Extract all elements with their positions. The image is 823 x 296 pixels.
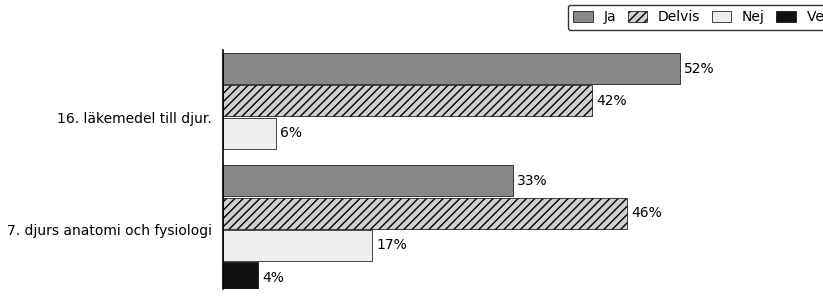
Bar <box>223 230 372 261</box>
Text: 17%: 17% <box>377 239 407 252</box>
Bar <box>223 53 680 84</box>
Bar <box>223 262 258 293</box>
Text: 4%: 4% <box>263 271 285 285</box>
Bar <box>223 165 513 197</box>
Text: 6%: 6% <box>280 126 302 140</box>
Bar <box>223 85 592 116</box>
Text: 52%: 52% <box>684 62 715 76</box>
Text: 42%: 42% <box>597 94 627 108</box>
Bar <box>223 118 276 149</box>
Bar <box>223 198 627 229</box>
Legend: Ja, Delvis, Nej, Vet ej: Ja, Delvis, Nej, Vet ej <box>568 4 823 30</box>
Text: 46%: 46% <box>631 206 663 220</box>
Text: 33%: 33% <box>518 174 548 188</box>
